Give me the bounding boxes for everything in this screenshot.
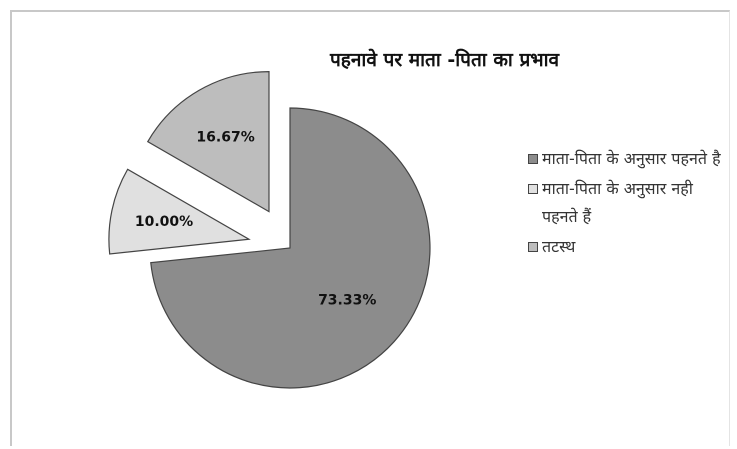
slice-label-1: 10.00%: [135, 214, 193, 230]
legend-item-1: माता-पिता के अनुसार नही पहनते हैं: [528, 175, 733, 231]
pie-slice-0: [150, 107, 431, 389]
legend-item-0: माता-पिता के अनुसार पहनते है: [528, 145, 733, 173]
legend-label-1: माता-पिता के अनुसार नही पहनते हैं: [542, 179, 693, 226]
legend-item-2: तटस्थ: [528, 233, 733, 261]
legend-label-2: तटस्थ: [542, 237, 576, 256]
legend-swatch-1: [528, 184, 538, 194]
legend-swatch-2: [528, 242, 538, 252]
slice-label-2: 16.67%: [196, 129, 254, 145]
legend: माता-पिता के अनुसार पहनते है माता-पिता क…: [528, 145, 733, 263]
chart-title: पहनावे पर माता -पिता का प्रभाव: [330, 49, 560, 71]
pie-slice-2: [146, 71, 270, 213]
pie-slice-1: [108, 168, 251, 255]
legend-label-0: माता-पिता के अनुसार पहनते है: [542, 149, 721, 168]
legend-swatch-0: [528, 154, 538, 164]
slice-label-0: 73.33%: [318, 293, 376, 309]
